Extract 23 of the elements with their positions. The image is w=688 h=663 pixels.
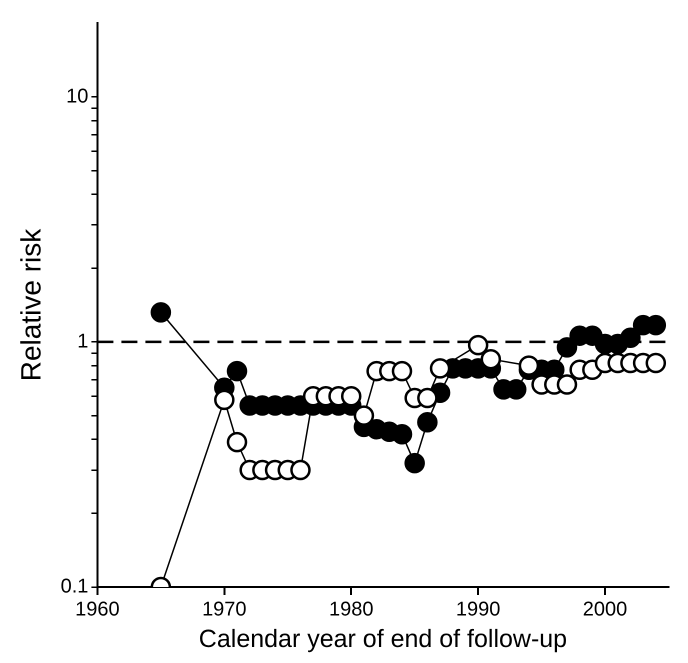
point (150, 302, 172, 323)
y-axis-title: Relative risk (16, 228, 47, 382)
point (468, 334, 488, 356)
point (417, 412, 438, 433)
point (226, 432, 248, 452)
x-axis-title: Calendar year of end of follow-up (198, 624, 568, 653)
point (290, 460, 311, 480)
x-tick-label: 2000 (582, 598, 628, 621)
x-tick-label: 1970 (202, 598, 247, 621)
y-tick-label: 0.1 (60, 576, 88, 598)
y-tick-label: 10 (66, 85, 88, 108)
x-tick-label: 1980 (328, 598, 374, 621)
point (226, 360, 248, 382)
point (620, 327, 641, 348)
point (646, 352, 666, 374)
x-tick-label: 1990 (456, 598, 500, 621)
point (556, 374, 578, 395)
point (404, 452, 425, 474)
x-tick-label: 1960 (75, 598, 120, 621)
y-tick-label: 1 (77, 330, 88, 352)
point (392, 360, 412, 382)
point (417, 388, 438, 408)
point (556, 337, 578, 358)
